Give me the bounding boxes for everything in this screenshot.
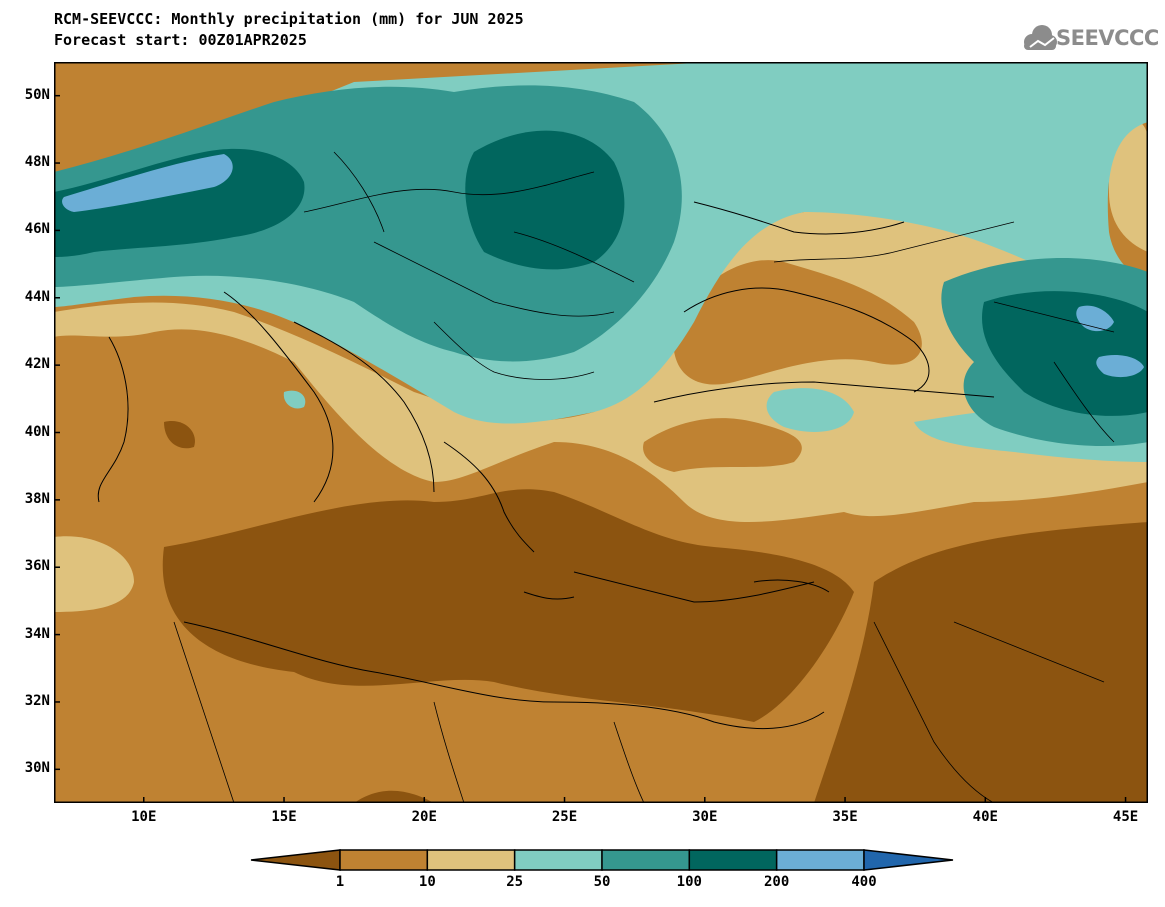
precip-band-25-50 bbox=[283, 390, 306, 409]
latitude-tick-label: 34N bbox=[24, 625, 50, 642]
precip-band-100-200 bbox=[54, 148, 305, 257]
latitude-tick-label: 32N bbox=[24, 692, 50, 709]
colorbar-level-label: 25 bbox=[506, 874, 524, 890]
precip-band-below-1 bbox=[814, 522, 1148, 803]
colorbar-segment-below-1 bbox=[250, 849, 341, 871]
cloud-icon bbox=[1024, 25, 1057, 50]
colorbar-level-label: 100 bbox=[676, 874, 702, 890]
colorbar-segment bbox=[775, 849, 865, 871]
longitude-tick-label: 45E bbox=[1112, 809, 1139, 825]
latitude-tick-label: 36N bbox=[24, 558, 50, 575]
latitude-tick-label: 46N bbox=[24, 221, 50, 238]
latitude-tick-label: 42N bbox=[24, 356, 50, 373]
colorbar-level-label: 1 bbox=[335, 874, 345, 890]
precip-band-10-25 bbox=[54, 208, 1148, 522]
latitude-tick-label: 48N bbox=[24, 154, 50, 171]
colorbar-level-label: 200 bbox=[764, 874, 790, 890]
latitude-tick-label: 30N bbox=[24, 760, 50, 777]
colorbar-segment bbox=[513, 849, 603, 871]
colorbar-segment bbox=[339, 849, 429, 871]
latitude-tick-label: 50N bbox=[24, 86, 50, 103]
longitude-tick-label: 30E bbox=[692, 809, 718, 825]
colorbar-level-label: 400 bbox=[851, 874, 877, 890]
forecast-start-subtitle: Forecast start: 00Z01APR2025 bbox=[54, 31, 307, 49]
latitude-tick-label: 40N bbox=[24, 423, 50, 440]
colorbar-segment bbox=[688, 849, 778, 871]
latitude-tick-label: 38N bbox=[24, 490, 50, 507]
longitude-tick-label: 10E bbox=[131, 809, 157, 825]
logo-text: SEEVCCC bbox=[1056, 26, 1159, 50]
precip-band-25-50 bbox=[766, 388, 854, 432]
precip-band-10-25 bbox=[1109, 118, 1148, 252]
seevccc-logo bbox=[1024, 25, 1057, 50]
precip-band-1-10 bbox=[643, 418, 802, 472]
precip-band-200-400 bbox=[62, 154, 233, 212]
precip-band-200-400 bbox=[1096, 355, 1144, 378]
colorbar-segment bbox=[601, 849, 691, 871]
colorbar-level-label: 10 bbox=[418, 874, 436, 890]
precipitation-map bbox=[54, 62, 1148, 803]
map-title: RCM-SEEVCCC: Monthly precipitation (mm) … bbox=[54, 10, 524, 28]
latitude-tick-label: 44N bbox=[24, 288, 50, 305]
longitude-tick-label: 40E bbox=[972, 809, 998, 825]
precip-band-below-1 bbox=[354, 790, 434, 803]
longitude-tick-label: 25E bbox=[551, 809, 578, 825]
precip-band-10-25 bbox=[54, 536, 134, 612]
longitude-tick-label: 35E bbox=[832, 809, 858, 825]
colorbar-segment-above-400 bbox=[863, 849, 954, 871]
colorbar-level-label: 50 bbox=[593, 874, 611, 890]
coastlines bbox=[97, 201, 995, 729]
precipitation-colorbar bbox=[250, 849, 954, 871]
precip-band-100-200 bbox=[465, 130, 625, 270]
precip-band-below-1 bbox=[164, 421, 195, 449]
country-borders bbox=[173, 151, 1115, 803]
colorbar-segment bbox=[426, 849, 516, 871]
longitude-tick-label: 20E bbox=[411, 809, 437, 825]
longitude-tick-label: 15E bbox=[271, 809, 297, 825]
